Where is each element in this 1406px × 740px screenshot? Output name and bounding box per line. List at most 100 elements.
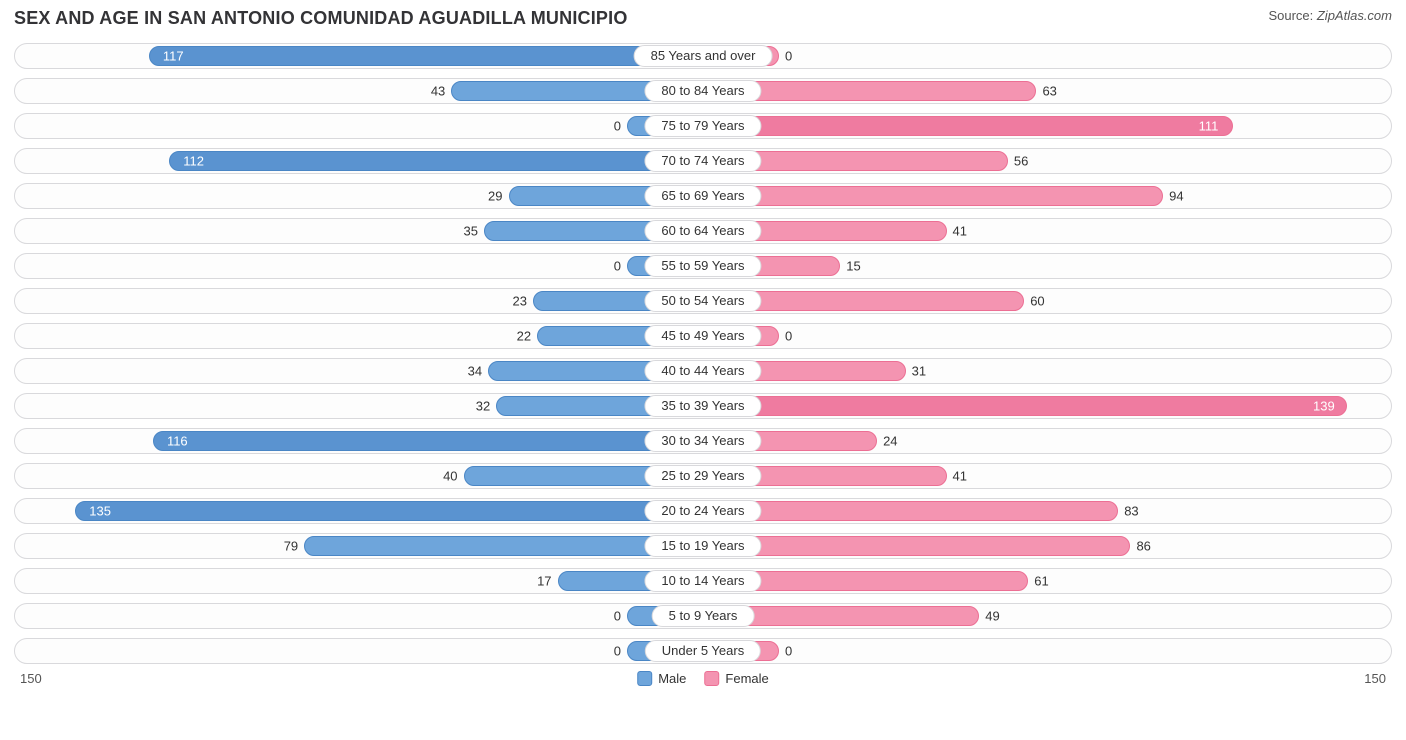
pyramid-row: 135 8320 to 24 Years	[14, 498, 1392, 524]
female-half: 83	[703, 499, 1391, 523]
female-half: 94	[703, 184, 1391, 208]
male-bar	[169, 151, 703, 171]
male-value: 79	[284, 539, 298, 554]
male-half: 117	[15, 44, 703, 68]
legend-label-male: Male	[658, 671, 686, 686]
female-value: 61	[1034, 574, 1048, 589]
female-value: 139	[1313, 399, 1335, 414]
male-bar	[149, 46, 703, 66]
age-group-label: 40 to 44 Years	[644, 360, 761, 382]
female-value: 56	[1014, 154, 1028, 169]
male-half: 43	[15, 79, 703, 103]
legend-item-male: Male	[637, 671, 686, 686]
male-bar	[75, 501, 703, 521]
female-bar	[703, 536, 1130, 556]
age-group-label: 30 to 34 Years	[644, 430, 761, 452]
legend-swatch-male	[637, 671, 652, 686]
female-half: 63	[703, 79, 1391, 103]
male-value: 22	[517, 329, 531, 344]
male-bar	[304, 536, 703, 556]
male-value: 32	[476, 399, 490, 414]
female-bar	[703, 116, 1233, 136]
male-value: 34	[468, 364, 482, 379]
age-group-label: 85 Years and over	[634, 45, 773, 67]
axis-left-max: 150	[20, 671, 42, 686]
female-value: 63	[1042, 84, 1056, 99]
female-value: 31	[912, 364, 926, 379]
female-half: 31	[703, 359, 1391, 383]
female-half: 15	[703, 254, 1391, 278]
female-value: 94	[1169, 189, 1183, 204]
male-value: 135	[89, 504, 111, 519]
pyramid-row: 32 139 35 to 39 Years	[14, 393, 1392, 419]
pyramid-row: 00Under 5 Years	[14, 638, 1392, 664]
male-value: 40	[443, 469, 457, 484]
population-pyramid-chart: 117 0 85 Years and over 43 63 80 to 84 Years 0…	[14, 43, 1392, 664]
age-group-label: Under 5 Years	[645, 640, 761, 662]
age-group-label: 5 to 9 Years	[652, 605, 755, 627]
female-half: 24	[703, 429, 1391, 453]
age-group-label: 50 to 54 Years	[644, 290, 761, 312]
pyramid-row: 35 4160 to 64 Years	[14, 218, 1392, 244]
male-half: 32	[15, 394, 703, 418]
female-value: 86	[1136, 539, 1150, 554]
age-group-label: 75 to 79 Years	[644, 115, 761, 137]
male-half: 22	[15, 324, 703, 348]
age-group-label: 80 to 84 Years	[644, 80, 761, 102]
male-value: 0	[614, 609, 621, 624]
axis-right-max: 150	[1364, 671, 1386, 686]
pyramid-row: 176110 to 14 Years	[14, 568, 1392, 594]
source-label: Source:	[1268, 8, 1316, 23]
female-half: 139	[703, 394, 1391, 418]
female-bar	[703, 396, 1347, 416]
age-group-label: 60 to 64 Years	[644, 220, 761, 242]
female-half: 0	[703, 44, 1391, 68]
chart-header: SEX AND AGE IN SAN ANTONIO COMUNIDAD AGU…	[14, 8, 1392, 29]
male-half: 116	[15, 429, 703, 453]
pyramid-row: 0 111 75 to 79 Years	[14, 113, 1392, 139]
female-value: 49	[985, 609, 999, 624]
legend-label-female: Female	[725, 671, 768, 686]
male-value: 43	[431, 84, 445, 99]
pyramid-row: 43 63 80 to 84 Years	[14, 78, 1392, 104]
male-half: 0	[15, 114, 703, 138]
male-value: 17	[537, 574, 551, 589]
male-value: 35	[464, 224, 478, 239]
age-group-label: 35 to 39 Years	[644, 395, 761, 417]
female-half: 61	[703, 569, 1391, 593]
male-value: 117	[163, 49, 184, 64]
female-half: 0	[703, 324, 1391, 348]
male-bar	[153, 431, 703, 451]
age-group-label: 20 to 24 Years	[644, 500, 761, 522]
male-half: 40	[15, 464, 703, 488]
male-value: 116	[167, 434, 188, 449]
female-half: 41	[703, 464, 1391, 488]
male-half: 29	[15, 184, 703, 208]
female-value: 0	[785, 329, 792, 344]
male-half: 112	[15, 149, 703, 173]
female-value: 24	[883, 434, 897, 449]
female-half: 111	[703, 114, 1391, 138]
female-value: 15	[846, 259, 860, 274]
male-value: 23	[513, 294, 527, 309]
male-half: 35	[15, 219, 703, 243]
female-half: 86	[703, 534, 1391, 558]
male-half: 17	[15, 569, 703, 593]
male-half: 135	[15, 499, 703, 523]
female-value: 0	[785, 49, 792, 64]
female-bar	[703, 186, 1163, 206]
female-half: 49	[703, 604, 1391, 628]
female-value: 111	[1199, 119, 1219, 134]
male-half: 0	[15, 639, 703, 663]
axis-row: 150 Male Female 150	[14, 671, 1392, 686]
legend-swatch-female	[704, 671, 719, 686]
female-half: 56	[703, 149, 1391, 173]
female-half: 41	[703, 219, 1391, 243]
pyramid-row: 299465 to 69 Years	[14, 183, 1392, 209]
pyramid-row: 116 24 30 to 34 Years	[14, 428, 1392, 454]
source-value: ZipAtlas.com	[1317, 8, 1392, 23]
pyramid-row: 34 31 40 to 44 Years	[14, 358, 1392, 384]
male-value: 0	[614, 644, 621, 659]
pyramid-row: 117 0 85 Years and over	[14, 43, 1392, 69]
age-group-label: 70 to 74 Years	[644, 150, 761, 172]
